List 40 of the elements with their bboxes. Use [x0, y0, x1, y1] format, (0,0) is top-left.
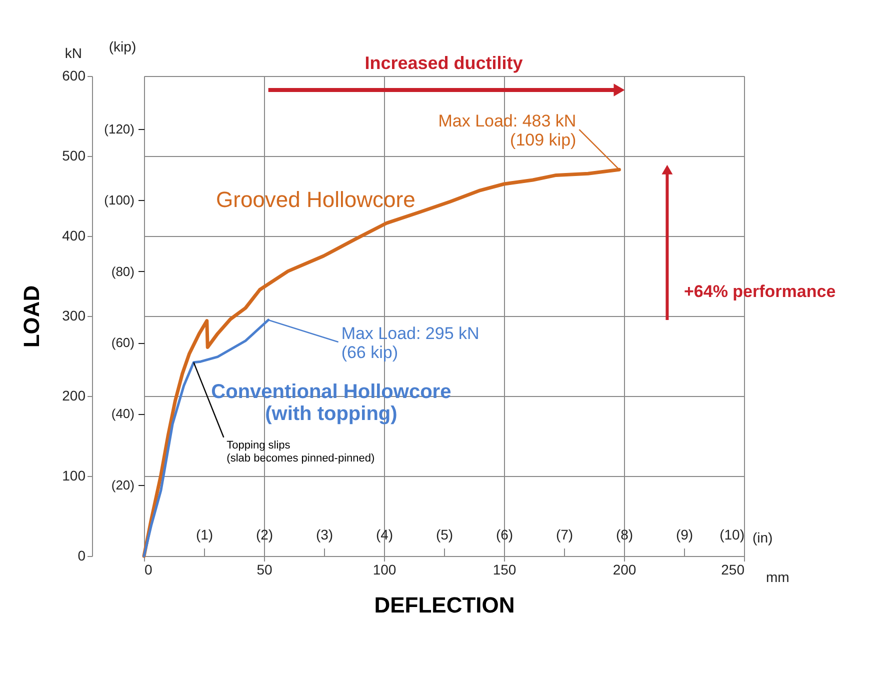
x-tick-label: 0 [144, 562, 152, 578]
x-axis-title: DEFLECTION [374, 592, 515, 618]
x2-tick-label: (7) [556, 526, 574, 542]
text: Increased ductility [364, 53, 523, 73]
y-axis-title: LOAD [19, 285, 44, 348]
y2-tick-label: (40) [111, 406, 134, 422]
x2-tick-label: (6) [496, 526, 514, 542]
x-tick-label: 150 [492, 562, 516, 578]
y-tick-label: 100 [62, 468, 86, 484]
series-label: Grooved Hollowcore [216, 187, 416, 212]
y2-tick-label: (100) [104, 192, 134, 208]
annotation: +64% performance [684, 282, 836, 301]
y2-tick-label: (20) [111, 477, 134, 492]
x2-tick-label: (8) [616, 526, 634, 542]
y2-tick-label: (120) [104, 122, 134, 137]
y-tick-label: 500 [62, 148, 86, 164]
x-tick-label: 200 [612, 562, 636, 578]
y-tick-label: 200 [62, 388, 86, 404]
x2-tick-label: (3) [316, 526, 334, 542]
x-tick-label: 100 [372, 562, 396, 578]
y-tick-label: 400 [62, 228, 86, 244]
text: mm [766, 569, 790, 585]
x2-tick-label: (5) [436, 526, 454, 542]
x-tick-label: 50 [256, 562, 272, 578]
y-tick-label: 600 [62, 68, 86, 84]
x2-tick-label: (1) [196, 526, 214, 542]
x2-axis-title: (in) [752, 530, 773, 546]
annotation: Max Load: 483 kN (109 kip) [438, 112, 576, 150]
y2-axis-title: (kip) [108, 38, 136, 54]
y-tick-label: 0 [78, 548, 86, 564]
y2-tick-label: (80) [111, 264, 134, 279]
x2-tick-label: (2) [256, 526, 274, 542]
text: kN [64, 45, 82, 61]
x-tick-label: 250 [721, 562, 745, 578]
x2-tick-label: (9) [676, 526, 694, 542]
annotation: Topping slips (slab becomes pinned-pinned) [226, 439, 375, 464]
x2-tick-label: (4) [376, 526, 394, 542]
y2-tick-label: (60) [111, 335, 134, 350]
y-tick-label: 300 [62, 308, 86, 324]
x2-tick-label: (10) [720, 526, 744, 542]
